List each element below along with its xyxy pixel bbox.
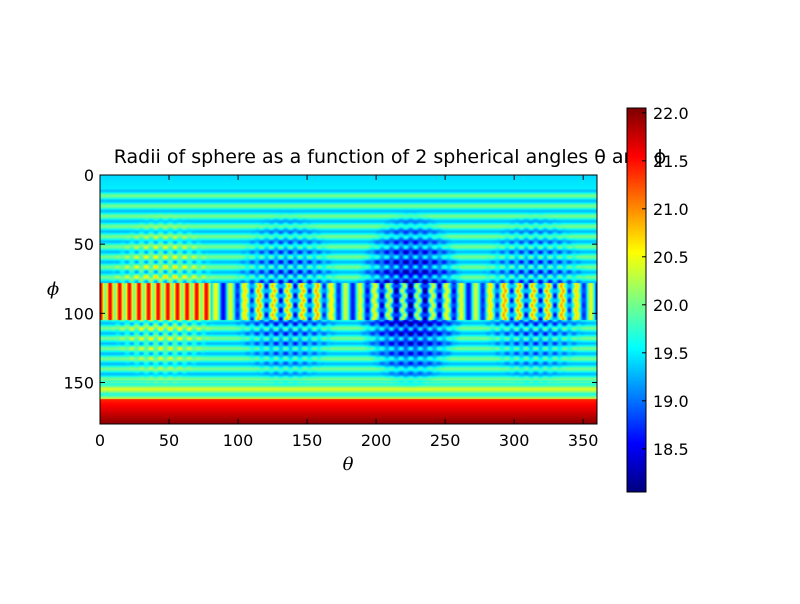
y-tick-label: 100	[63, 304, 94, 323]
x-tick-label: 350	[568, 431, 599, 450]
chart-title: Radii of sphere as a function of 2 spher…	[114, 146, 666, 168]
y-tick-label: 150	[63, 374, 94, 393]
colorbar: 18.5 19.0 19.5 20.0 20.5 21.0 21.5 22.0	[627, 104, 689, 492]
y-axis-label: ϕ	[47, 279, 59, 300]
colorbar-tick-label: 21.5	[653, 152, 689, 171]
x-tick-label: 100	[223, 431, 254, 450]
colorbar-tick-label: 20.0	[653, 296, 689, 315]
x-tick-label: 300	[499, 431, 530, 450]
colorbar-tick-label: 19.5	[653, 344, 689, 363]
colorbar-tick-label: 20.5	[653, 248, 689, 267]
x-axis-label: θ	[343, 454, 354, 475]
x-tick-label: 150	[292, 431, 323, 450]
colorbar-tick-label: 21.0	[653, 200, 689, 219]
y-tick-label: 50	[74, 235, 94, 254]
x-tick-label: 200	[361, 431, 392, 450]
x-tick-label: 50	[159, 431, 179, 450]
x-tick-label: 0	[95, 431, 105, 450]
colorbar-tick-label: 18.5	[653, 440, 689, 459]
y-tick-label: 0	[84, 166, 94, 185]
heatmap-plot	[100, 175, 597, 424]
colorbar-tick-label: 22.0	[653, 104, 689, 123]
x-tick-label: 250	[430, 431, 461, 450]
colorbar-tick-label: 19.0	[653, 392, 689, 411]
